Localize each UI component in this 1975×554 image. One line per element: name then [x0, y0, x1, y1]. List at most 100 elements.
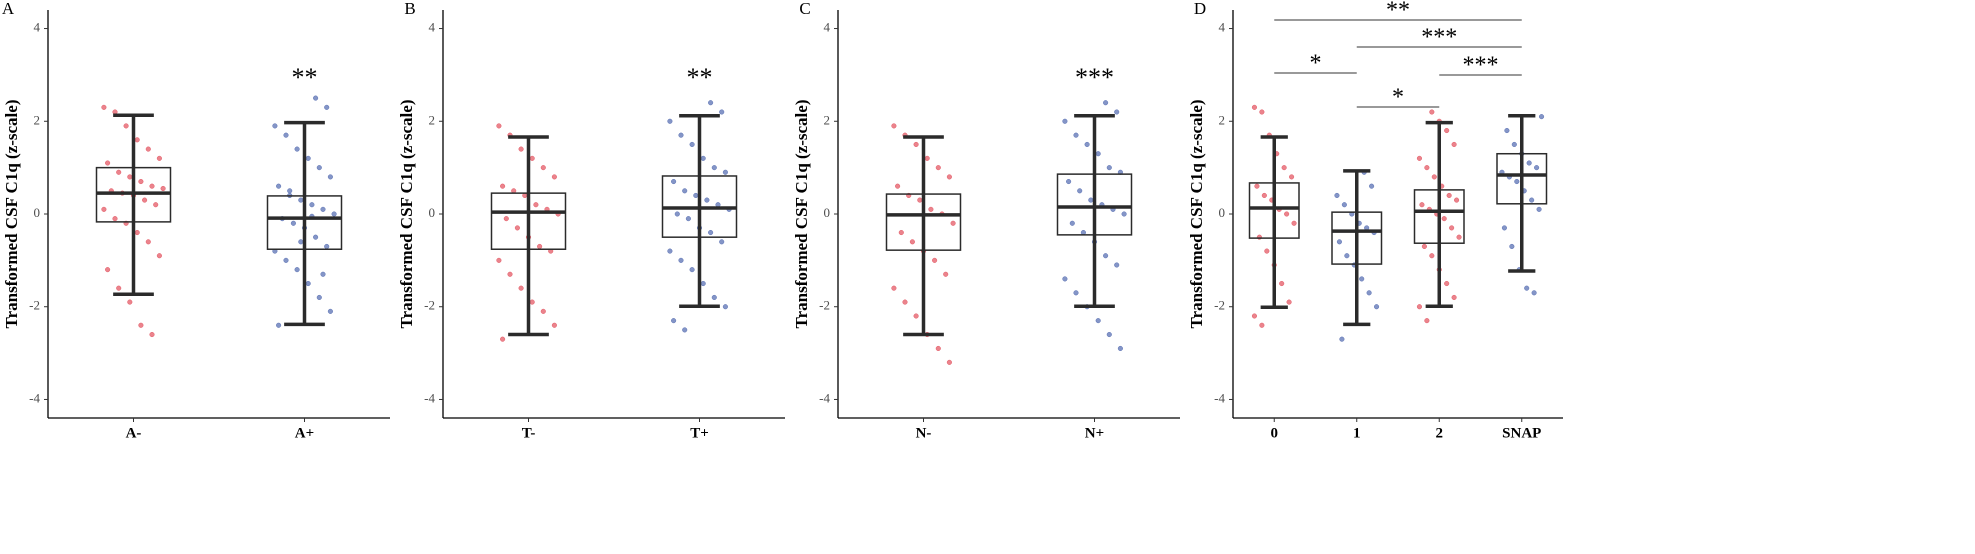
data-point [1106, 331, 1112, 338]
data-point [1509, 243, 1515, 250]
data-point [891, 123, 897, 129]
data-point [895, 183, 901, 189]
y-tick-label: 4 [429, 20, 436, 35]
data-point [540, 165, 546, 171]
data-point [138, 322, 144, 328]
data-point [682, 188, 688, 194]
data-point [1526, 160, 1532, 166]
data-point [320, 271, 326, 277]
data-point [283, 257, 289, 263]
data-point [719, 239, 725, 245]
y-axis-title: Transformed CSF C1q (z-scale) [1187, 100, 1206, 329]
data-point [711, 165, 717, 171]
data-point [1501, 225, 1507, 231]
comparison-label: * [1310, 51, 1322, 77]
y-tick-label: -2 [819, 298, 830, 313]
data-point [153, 202, 159, 208]
data-point [1421, 243, 1427, 250]
significance: ** [292, 63, 318, 92]
data-point [719, 109, 725, 115]
x-tick-label: A+ [295, 425, 314, 441]
data-point [1424, 165, 1430, 171]
data-point [551, 174, 557, 180]
data-point [1344, 253, 1350, 259]
data-point [917, 197, 923, 203]
data-point [1514, 178, 1520, 185]
comparison-label: *** [1463, 53, 1499, 79]
data-point [287, 188, 293, 194]
y-tick-label: 0 [34, 205, 41, 220]
y-tick-label: -2 [1214, 298, 1225, 313]
data-point [1419, 202, 1425, 208]
data-point [134, 137, 140, 143]
data-point [1106, 165, 1112, 171]
significance: *** [1075, 63, 1114, 92]
data-point [127, 299, 133, 305]
data-point [149, 331, 155, 338]
y-tick-label: 0 [1219, 205, 1226, 220]
comparison-label: * [1392, 85, 1404, 111]
x-tick-label: SNAP [1502, 425, 1541, 441]
data-point [101, 104, 107, 110]
data-point [1062, 118, 1068, 124]
data-point [1259, 322, 1265, 328]
data-point [1449, 225, 1455, 231]
data-point [1431, 174, 1437, 180]
data-point [685, 216, 691, 222]
data-point [1114, 262, 1120, 268]
data-point [1416, 304, 1422, 310]
data-point [105, 160, 111, 166]
data-point [1504, 127, 1510, 134]
x-tick-label: A- [126, 425, 142, 441]
data-point [283, 132, 289, 138]
data-point [909, 239, 915, 245]
data-point [913, 141, 919, 148]
data-point [101, 206, 107, 212]
data-point [1454, 197, 1460, 203]
data-point [272, 123, 278, 129]
data-point [1444, 127, 1450, 134]
data-point [935, 345, 941, 352]
data-point [294, 267, 300, 273]
panel-label: D [1194, 0, 1206, 18]
x-tick-label: 0 [1271, 425, 1279, 441]
data-point [1103, 253, 1109, 259]
y-axis-title: Transformed CSF C1q (z-scale) [2, 100, 21, 329]
data-point [313, 95, 319, 101]
data-point [327, 308, 333, 314]
data-point [500, 336, 506, 342]
data-point [160, 185, 166, 192]
data-point [671, 318, 677, 324]
data-point [678, 257, 684, 263]
y-tick-label: -4 [29, 390, 40, 405]
data-point [1429, 253, 1435, 259]
data-point [156, 155, 162, 161]
x-tick-label: N- [916, 425, 932, 441]
y-tick-label: 2 [429, 112, 436, 127]
data-point [708, 229, 714, 236]
data-point [1416, 155, 1422, 161]
data-point [1073, 290, 1079, 296]
y-tick-label: -4 [819, 390, 830, 405]
data-point [1117, 345, 1123, 352]
box [266, 195, 343, 250]
data-point [1291, 220, 1297, 226]
comparison-label: *** [1421, 25, 1457, 51]
data-point [1451, 294, 1457, 301]
data-point [1286, 299, 1292, 305]
data-point [518, 146, 524, 152]
data-point [935, 165, 941, 171]
data-point [327, 174, 333, 180]
data-point [1444, 280, 1450, 287]
data-point [891, 285, 897, 291]
y-tick-label: -2 [29, 298, 40, 313]
data-point [1088, 197, 1094, 203]
panel-label: C [799, 0, 810, 18]
data-point [1339, 336, 1345, 342]
data-point [537, 243, 543, 250]
data-point [946, 174, 952, 180]
y-tick-label: 2 [1219, 112, 1226, 127]
data-point [1366, 290, 1372, 296]
data-point [112, 216, 118, 222]
y-tick-label: 0 [429, 205, 436, 220]
